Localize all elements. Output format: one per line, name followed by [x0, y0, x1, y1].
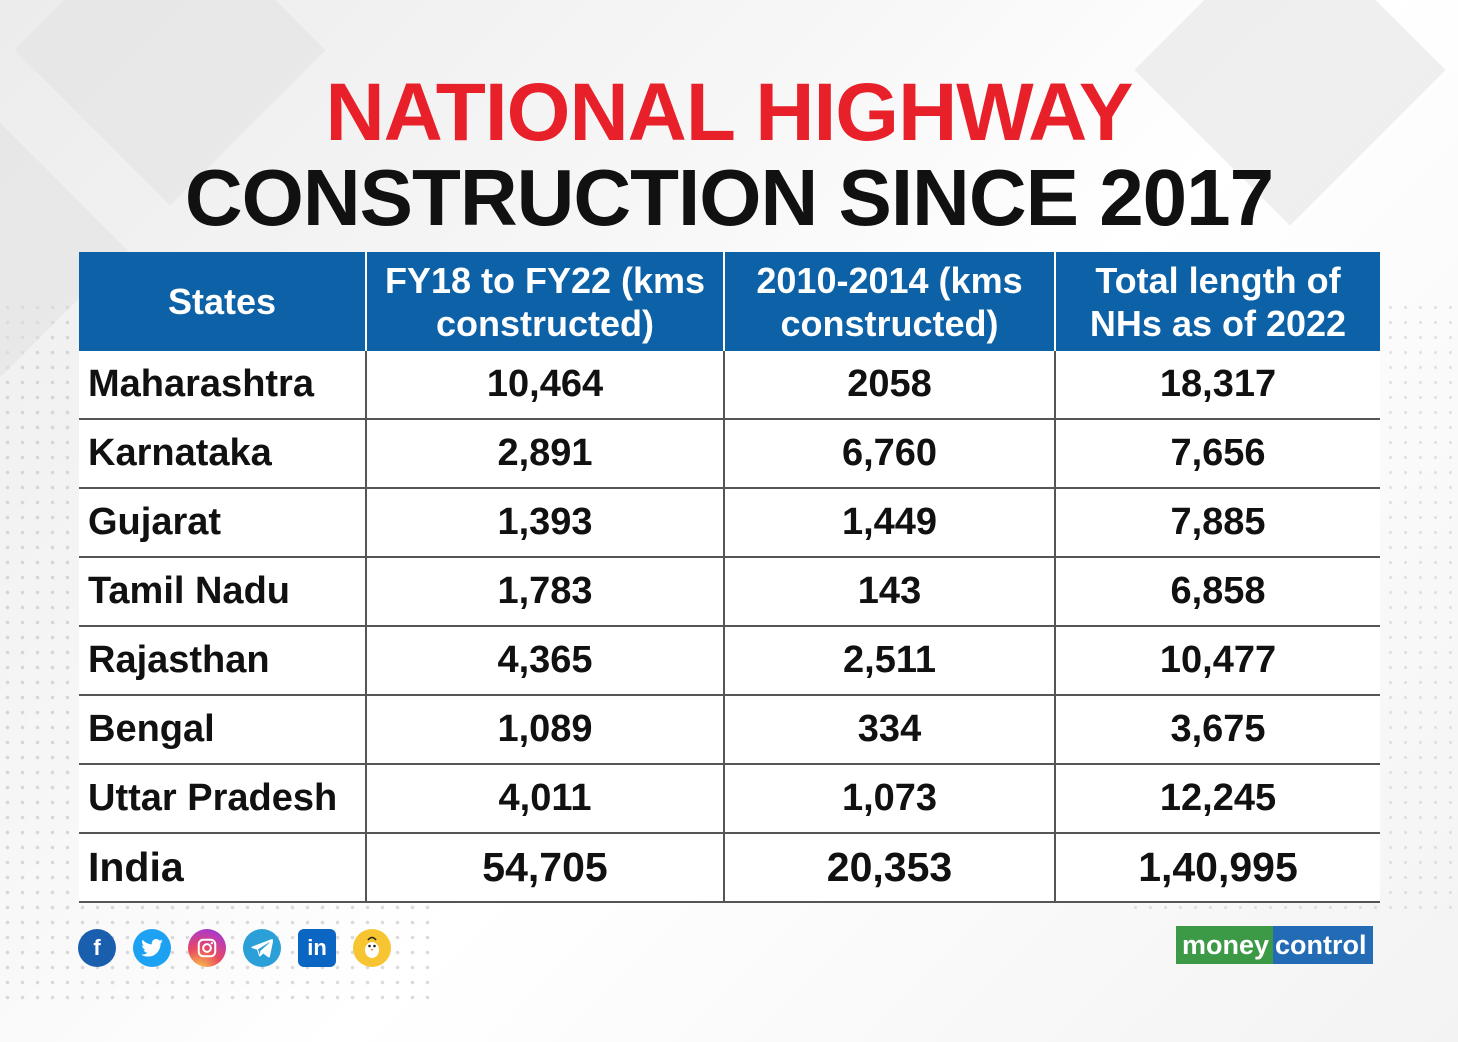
- 2010-2014-cell: 6,760: [723, 419, 1055, 489]
- linkedin-icon[interactable]: in: [298, 929, 336, 967]
- koo-icon[interactable]: [353, 929, 391, 967]
- 2010-2014-cell: 1,449: [723, 488, 1055, 558]
- title-line-1: NATIONAL HIGHWAY: [325, 67, 1133, 158]
- total-length-cell: 3,675: [1054, 695, 1380, 765]
- state-cell: Rajasthan: [79, 626, 366, 696]
- 2010-2014-cell: 143: [723, 557, 1055, 627]
- total-length-cell: 18,317: [1054, 351, 1380, 420]
- social-icons: f in: [78, 929, 391, 967]
- total-length-cell: 7,656: [1054, 419, 1380, 489]
- 2010-2014-cell: 334: [723, 695, 1055, 765]
- table-row: Bengal 1,089 334 3,675: [79, 695, 1380, 765]
- fy18-fy22-cell: 10,464: [365, 351, 724, 420]
- total-length-cell: 12,245: [1054, 764, 1380, 834]
- state-cell: Bengal: [79, 695, 366, 765]
- table-row: Rajasthan 4,365 2,511 10,477: [79, 626, 1380, 696]
- state-cell-total: India: [79, 833, 366, 903]
- fy18-fy22-total: 54,705: [365, 833, 724, 903]
- table-row: Uttar Pradesh 4,011 1,073 12,245: [79, 764, 1380, 834]
- table-total-row: India 54,705 20,353 1,40,995: [79, 833, 1380, 903]
- header-total-length: Total length of NHs as of 2022: [1054, 252, 1380, 351]
- fy18-fy22-cell: 1,089: [365, 695, 724, 765]
- logo-money: money: [1176, 926, 1274, 964]
- facebook-icon[interactable]: f: [78, 929, 116, 967]
- state-cell: Uttar Pradesh: [79, 764, 366, 834]
- 2010-2014-cell: 2,511: [723, 626, 1055, 696]
- total-length-cell: 10,477: [1054, 626, 1380, 696]
- 2010-2014-total: 20,353: [723, 833, 1055, 903]
- total-length-cell: 6,858: [1054, 557, 1380, 627]
- moneycontrol-logo: money control: [1176, 926, 1373, 964]
- table-row: Karnataka 2,891 6,760 7,656: [79, 419, 1380, 489]
- header-states: States: [79, 252, 366, 351]
- telegram-icon[interactable]: [243, 929, 281, 967]
- total-length-cell: 7,885: [1054, 488, 1380, 558]
- fy18-fy22-cell: 1,393: [365, 488, 724, 558]
- state-cell: Gujarat: [79, 488, 366, 558]
- logo-control: control: [1273, 926, 1373, 964]
- table-row: Maharashtra 10,464 2058 18,317: [79, 351, 1380, 420]
- instagram-icon[interactable]: [188, 929, 226, 967]
- header-fy18-fy22: FY18 to FY22 (kms constructed): [365, 252, 724, 351]
- state-cell: Maharashtra: [79, 351, 366, 420]
- table-header-row: States FY18 to FY22 (kms constructed) 20…: [79, 252, 1380, 351]
- 2010-2014-cell: 1,073: [723, 764, 1055, 834]
- highway-table: States FY18 to FY22 (kms constructed) 20…: [79, 252, 1380, 903]
- header-2010-2014: 2010-2014 (kms constructed): [723, 252, 1055, 351]
- title-line-2: CONSTRUCTION SINCE 2017: [184, 153, 1274, 242]
- fy18-fy22-cell: 4,011: [365, 764, 724, 834]
- fy18-fy22-cell: 4,365: [365, 626, 724, 696]
- twitter-icon[interactable]: [133, 929, 171, 967]
- table-row: Tamil Nadu 1,783 143 6,858: [79, 557, 1380, 627]
- table-row: Gujarat 1,393 1,449 7,885: [79, 488, 1380, 558]
- fy18-fy22-cell: 2,891: [365, 419, 724, 489]
- state-cell: Karnataka: [79, 419, 366, 489]
- 2010-2014-cell: 2058: [723, 351, 1055, 420]
- state-cell: Tamil Nadu: [79, 557, 366, 627]
- fy18-fy22-cell: 1,783: [365, 557, 724, 627]
- total-length-total: 1,40,995: [1054, 833, 1380, 903]
